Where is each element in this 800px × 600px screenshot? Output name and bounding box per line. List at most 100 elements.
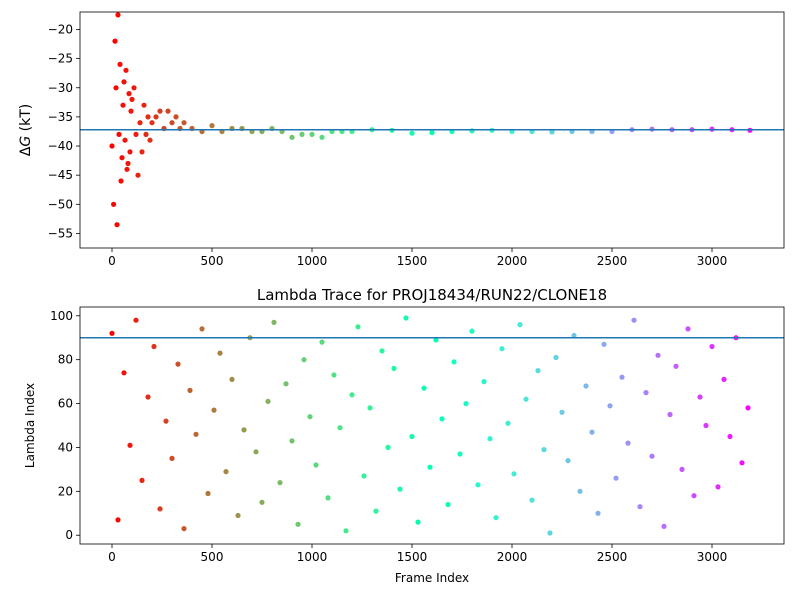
data-point: [309, 131, 315, 137]
data-point: [109, 330, 115, 336]
data-point: [122, 137, 128, 143]
data-point: [343, 528, 349, 534]
kt-unit: (kT): [18, 104, 34, 136]
data-point: [549, 129, 555, 135]
data-point: [283, 381, 289, 387]
data-point: [601, 341, 607, 347]
frame-index-x-axis-label: Frame Index: [395, 571, 469, 585]
data-point: [235, 512, 241, 519]
data-point: [565, 458, 571, 464]
data-point: [427, 464, 433, 470]
data-point: [193, 431, 199, 437]
data-point: [643, 390, 649, 396]
y-tick-label: −50: [48, 197, 73, 211]
data-point: [181, 120, 187, 126]
data-point: [319, 134, 325, 140]
data-point: [199, 326, 205, 332]
data-point: [119, 155, 125, 161]
data-point: [139, 149, 145, 155]
data-point: [319, 339, 325, 345]
data-point: [403, 315, 409, 321]
data-point: [679, 466, 685, 472]
data-point: [529, 497, 535, 503]
lambda-trace-plot: Lambda Trace for PROJ18434/RUN22/CLONE18…: [23, 286, 785, 585]
data-point: [253, 449, 259, 455]
data-point: [151, 343, 157, 350]
data-point: [169, 120, 175, 126]
data-point: [385, 444, 391, 450]
lambda-x-axis-ticks: 0 500 1000 1500 2000 2500 3000: [108, 544, 727, 564]
lambda-trace-title: Lambda Trace for PROJ18434/RUN22/CLONE18: [257, 286, 607, 304]
data-point: [125, 160, 131, 167]
x-tick-label: 2000: [497, 254, 528, 268]
data-point: [661, 523, 667, 530]
data-point: [559, 409, 565, 415]
x-tick-label: 3000: [697, 254, 728, 268]
data-point: [325, 495, 331, 501]
data-point: [541, 447, 547, 453]
data-point: [409, 433, 415, 440]
delta-symbol: Δ: [18, 146, 34, 156]
data-point: [169, 455, 175, 461]
data-point: [126, 91, 132, 97]
delta-g-axes-frame: [79, 11, 785, 249]
data-point: [649, 453, 655, 459]
data-point: [301, 357, 307, 363]
data-point: [265, 398, 271, 404]
data-point: [571, 332, 577, 339]
y-tick-label: 80: [58, 353, 73, 367]
data-point: [727, 433, 733, 440]
data-point: [313, 462, 319, 468]
data-point: [157, 108, 163, 114]
data-point: [175, 361, 181, 367]
data-point: [499, 346, 505, 352]
data-point: [421, 385, 427, 391]
data-point: [373, 508, 379, 514]
data-point: [127, 442, 133, 448]
data-point: [145, 114, 151, 120]
data-point: [715, 484, 721, 490]
data-point: [307, 414, 313, 420]
data-point: [223, 469, 229, 475]
data-point: [481, 379, 487, 385]
data-point: [109, 143, 115, 149]
data-point: [295, 521, 301, 527]
data-point: [667, 411, 673, 418]
data-point: [147, 137, 153, 143]
data-point: [523, 396, 529, 402]
data-point: [129, 96, 135, 102]
data-point: [123, 67, 129, 73]
data-point: [493, 515, 499, 521]
data-point: [355, 324, 361, 330]
x-tick-label: 3000: [697, 550, 728, 564]
data-point: [457, 451, 463, 457]
data-point: [439, 416, 445, 422]
x-tick-label: 2500: [597, 550, 628, 564]
data-point: [547, 530, 553, 536]
data-point: [153, 114, 159, 120]
data-point: [613, 475, 619, 481]
x-tick-label: 1000: [297, 550, 328, 564]
data-point: [271, 319, 277, 325]
x-tick-label: 500: [201, 254, 224, 268]
data-point: [133, 317, 139, 323]
y-tick-label: −55: [48, 226, 73, 240]
lambda-y-axis-ticks: 0 20 40 60 80 100: [50, 309, 80, 542]
y-tick-label: −20: [48, 22, 73, 36]
data-point: [337, 425, 343, 431]
data-point: [128, 108, 134, 114]
lambda-points: [109, 315, 751, 536]
data-point: [137, 120, 143, 126]
data-point: [114, 222, 120, 228]
data-point: [511, 471, 517, 477]
data-point: [163, 418, 169, 424]
data-point: [289, 438, 295, 444]
data-point: [211, 407, 217, 413]
data-point: [217, 350, 223, 356]
x-tick-label: 1000: [297, 254, 328, 268]
data-point: [429, 130, 435, 136]
data-point: [433, 337, 439, 343]
y-tick-label: 60: [58, 397, 73, 411]
data-point: [121, 370, 127, 376]
